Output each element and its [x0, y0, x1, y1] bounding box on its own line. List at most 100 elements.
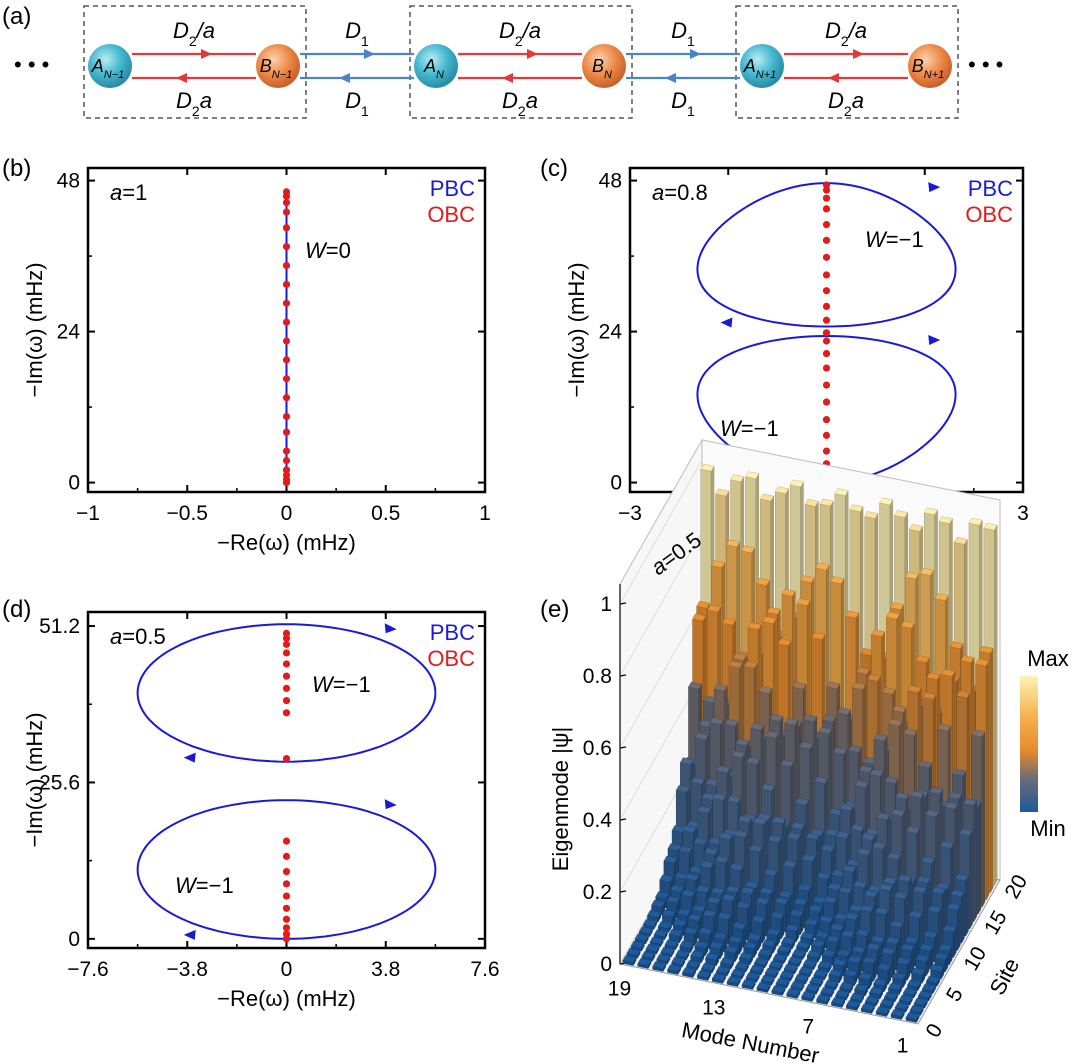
eigenmode-bar-top — [915, 655, 930, 663]
eigenmode-3d-bar-chart: 0 0.2 0.4 0.6 0.8 1 Eigenmode |ψ| 19 13 7 1 Mode Nu… — [548, 438, 1069, 1064]
eigenmode-bar-top — [759, 887, 774, 895]
eigenmode-bar-top — [747, 622, 762, 630]
eigenmode-bar-top — [917, 990, 932, 999]
eigenmode-bar-side — [981, 731, 986, 909]
site-B-node — [582, 44, 626, 88]
eigenmode-bar-top — [853, 880, 868, 889]
eigenmode-bar-top — [879, 999, 894, 1007]
obc-eigenvalue-point — [282, 629, 291, 637]
eigenmode-bar-top — [816, 994, 831, 1002]
eigenmode-bar-top — [773, 953, 787, 962]
eigenmode-bar-top — [811, 939, 825, 948]
eigenmode-bar-top — [878, 883, 893, 892]
obc-eigenvalue-point — [282, 904, 291, 912]
eigenmode-bar-top — [804, 499, 819, 507]
eigenmode-bar-top — [830, 576, 845, 584]
spectrum-plot-b: −1 −0.5 0 0.5 1 0 24 48 −Re(ω) (mHz) −Im(ω) (mHz)… — [22, 166, 491, 555]
eigenmode-bar-top — [835, 831, 850, 839]
eigenmode-bar-top — [660, 946, 675, 955]
eigenmode-bar-top — [676, 908, 691, 917]
colorbar — [1020, 676, 1038, 812]
eigenmode-bar-top — [854, 780, 869, 789]
unit-cell-box — [83, 5, 307, 119]
legend-pbc: PBC — [430, 620, 475, 645]
eigenmode-bar-top — [729, 863, 744, 871]
eigenmode-bar-side — [989, 647, 994, 894]
eigenmode-bar-top — [824, 979, 839, 988]
eigenmode-bar-top — [915, 954, 930, 962]
eigenmode-bar-top — [887, 852, 901, 861]
eigenmode-bar-top — [873, 978, 888, 987]
obc-eigenvalue-point — [822, 302, 831, 311]
eigenmode-bar-top — [881, 687, 896, 695]
eigenmode-bar-top — [670, 884, 685, 893]
inter-hop-label-top: D1 — [345, 18, 369, 49]
eigenmode-bar-top — [693, 837, 708, 846]
eigenmode-bar-top — [918, 760, 933, 769]
intra-hop-forward-head — [527, 49, 538, 59]
eigenmode-bar-top — [926, 975, 941, 984]
eigenmode-bar-top — [839, 982, 854, 990]
eigenmode-bar-top — [847, 955, 862, 964]
eigenmode-bar-top — [645, 943, 660, 952]
eigenmode-bar-top — [858, 765, 873, 774]
eigenmode-bar-top — [866, 942, 881, 951]
eigenmode-bar-top — [931, 886, 946, 895]
eigenmode-bar-top — [764, 967, 779, 976]
eigenmode-bar-top — [881, 947, 896, 955]
eigenmode-bar-top — [710, 887, 725, 895]
eigenmode-bar-top — [749, 964, 764, 973]
eigenmode-bar-side — [957, 904, 961, 952]
eigenmode-bar-top — [767, 835, 782, 843]
eigenmode-bar-top — [939, 841, 954, 849]
eigenmode-bar-top — [678, 845, 693, 854]
z-gridline — [619, 531, 703, 677]
eigenmode-bar-top — [934, 952, 949, 961]
eigenmode-bar-top — [834, 488, 849, 496]
eigenmode-bar-side — [977, 801, 981, 916]
eigenmode-bar-top — [903, 728, 918, 736]
eigenmode-bar-top — [804, 918, 819, 926]
eigenmode-bar-top — [958, 828, 973, 837]
eigenmode-bar-top — [809, 976, 824, 985]
x-tick-label: −0.5 — [167, 502, 208, 525]
eigenmode-bar-top — [758, 948, 773, 957]
obc-eigenvalue-point — [282, 356, 291, 364]
eigenmode-bar-top — [819, 498, 834, 507]
winding-number-label: W=−1 — [865, 227, 924, 252]
eigenmode-bar-top — [909, 1005, 924, 1013]
eigenmode-bar-top — [983, 522, 998, 531]
eigenmode-bar-top — [637, 958, 652, 966]
x-tick-label: 3 — [1017, 502, 1029, 525]
eigenmode-bar-top — [863, 889, 878, 898]
eigenmode-bar-top — [922, 692, 937, 700]
site-A-node — [88, 44, 132, 88]
eigenmode-bar-top — [897, 874, 912, 883]
eigenmode-bar-top — [700, 463, 715, 472]
obc-eigenvalue-point — [282, 892, 291, 900]
obc-eigenvalue-point — [822, 253, 831, 261]
eigenmode-bar-top — [743, 660, 758, 669]
eigenmode-bar-top — [857, 848, 872, 856]
eigenmode-bar-top — [762, 616, 777, 624]
eigenmode-bar-top — [822, 714, 837, 723]
eigenmode-bar-top — [805, 832, 820, 841]
eigenmode-bar-top — [745, 972, 760, 980]
eigenmode-bar-top — [805, 984, 820, 992]
y-axis-label: −Im(ω) (mHz) — [22, 712, 47, 847]
eigenmode-bar-top — [679, 940, 694, 949]
legend-obc: OBC — [427, 202, 475, 227]
eigenmode-bar-top — [656, 954, 671, 962]
eigenmode-bar-top — [860, 1003, 875, 1011]
colorbar-min-label: Min — [1030, 816, 1065, 841]
eigenmode-bar-top — [859, 904, 874, 913]
eigenmode-bar-side — [965, 875, 969, 937]
eigenmode-bar-top — [679, 757, 694, 765]
obc-eigenvalue-point — [822, 337, 831, 345]
eigenmode-bar-top — [950, 889, 965, 898]
eigenmode-bar-top — [664, 939, 679, 948]
obc-eigenvalue-point — [282, 199, 291, 207]
eigenmode-bar-side — [985, 660, 990, 901]
obc-eigenvalue-point — [282, 672, 291, 680]
